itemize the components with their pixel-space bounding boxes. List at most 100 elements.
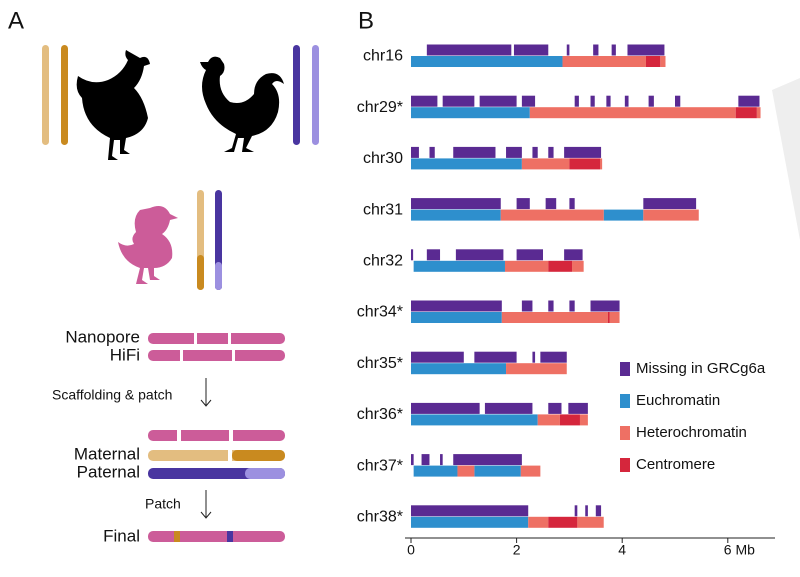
interval	[484, 402, 533, 414]
legend-swatch	[620, 362, 630, 376]
interval	[440, 454, 443, 466]
interval	[545, 198, 557, 210]
interval	[532, 146, 538, 158]
interval	[479, 95, 517, 107]
interval	[411, 351, 464, 363]
interval	[648, 95, 654, 107]
chromosome-label: chr35*	[357, 355, 403, 372]
arrow	[200, 490, 212, 519]
chromosome-label: chr34*	[357, 304, 403, 321]
parent-chromosomes	[42, 45, 319, 145]
zoom-wedge	[772, 78, 800, 240]
chromosome-label: chr31	[363, 201, 403, 218]
interval	[577, 516, 604, 528]
interval	[568, 402, 588, 414]
interval	[572, 260, 584, 272]
final-bar	[148, 531, 285, 542]
interval	[609, 312, 620, 323]
haplotype-label: Paternal	[77, 462, 140, 481]
final-label: Final	[103, 526, 140, 545]
x-tick-label: 0	[407, 542, 415, 558]
interval	[756, 107, 761, 119]
interval	[624, 95, 629, 107]
interval	[411, 516, 529, 528]
chromosome-label: chr30	[363, 150, 403, 167]
interval	[411, 454, 414, 466]
interval	[585, 505, 588, 517]
legend-swatch	[620, 426, 630, 440]
hen-silhouette	[76, 50, 150, 160]
interval	[411, 209, 501, 221]
interval	[411, 146, 419, 158]
interval	[429, 146, 435, 158]
interval	[548, 402, 562, 414]
interval	[735, 107, 757, 119]
offspring-chromosomes	[197, 190, 222, 290]
interval	[643, 198, 697, 210]
panel-label: B	[358, 7, 374, 34]
interval	[627, 44, 665, 56]
interval	[411, 402, 480, 414]
legend-label: Centromere	[636, 456, 715, 473]
interval	[559, 414, 580, 426]
interval	[600, 158, 603, 170]
interval	[645, 56, 661, 67]
interval	[411, 249, 414, 261]
interval	[606, 95, 611, 107]
interval	[643, 209, 699, 221]
interval	[521, 95, 536, 107]
interval	[413, 465, 458, 477]
interval	[421, 454, 430, 466]
chromosome-label: chr29*	[357, 99, 403, 116]
interval	[413, 260, 505, 272]
interval	[411, 363, 507, 375]
haplotype-label: Maternal	[74, 444, 140, 463]
chick-silhouette	[118, 206, 178, 284]
interval	[504, 260, 549, 272]
panel-label: A	[8, 7, 24, 34]
interval	[513, 44, 549, 56]
chromosome-label: chr32	[363, 253, 403, 270]
legend-swatch	[620, 458, 630, 472]
interval	[590, 300, 620, 312]
interval	[411, 158, 522, 170]
interval	[574, 505, 578, 517]
read-label: HiFi	[110, 345, 140, 364]
interval	[426, 44, 512, 56]
interval	[442, 95, 475, 107]
chromosome-label: chr38*	[357, 509, 403, 526]
legend-label: Euchromatin	[636, 392, 720, 409]
chromosome-label: chr37*	[357, 457, 403, 474]
interval	[411, 107, 530, 119]
interval	[611, 44, 616, 56]
interval	[590, 95, 595, 107]
interval	[528, 516, 549, 528]
interval	[411, 312, 502, 323]
arrow	[200, 378, 212, 407]
chromosome-label: chr36*	[357, 406, 403, 423]
interval	[548, 300, 554, 312]
interval	[411, 505, 529, 517]
step-label: Patch	[145, 496, 181, 512]
interval	[564, 146, 602, 158]
interval	[540, 351, 567, 363]
interval	[453, 146, 496, 158]
read-bars	[148, 333, 285, 361]
interval	[411, 300, 502, 312]
interval	[521, 158, 570, 170]
interval	[529, 107, 736, 119]
x-tick-label: 4	[618, 542, 626, 558]
read-label: Nanopore	[65, 327, 140, 346]
interval	[474, 351, 517, 363]
interval	[595, 505, 602, 517]
interval	[411, 414, 538, 426]
interval	[593, 44, 599, 56]
interval	[548, 146, 554, 158]
rooster-silhouette	[200, 56, 284, 152]
x-tick-label: 2	[513, 542, 521, 558]
interval	[532, 351, 536, 363]
haplotype-bars	[148, 430, 285, 479]
interval	[607, 312, 610, 323]
